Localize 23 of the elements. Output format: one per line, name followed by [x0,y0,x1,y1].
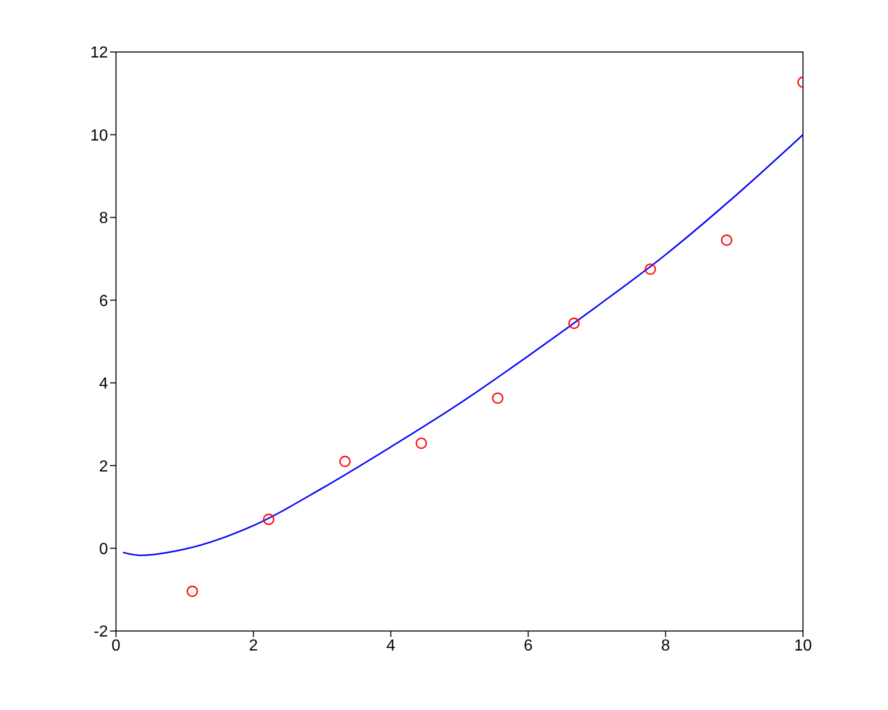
x-tick-label: 10 [794,637,812,654]
point [568,318,580,329]
point [644,263,656,275]
x-tick-label: 8 [661,637,670,654]
point [721,234,732,246]
y-tick-label: 10 [90,127,108,144]
y-tick-label: 0 [99,540,108,558]
x-tick-label: 4 [386,637,396,654]
y-tick-label: 4 [99,376,108,393]
x-tick-label: 2 [248,637,258,654]
line-series [122,134,803,556]
y-tick-label: -2 [94,624,108,641]
point [492,392,504,404]
point [263,514,274,525]
y-tick-label: 8 [99,210,108,228]
x-tick-label: 6 [524,637,533,654]
point [416,438,427,449]
y-tick-label: 6 [99,292,108,310]
point [186,586,198,597]
x-tick-label: 0 [112,637,121,654]
y-tick-label: 2 [99,458,108,476]
y-tick-label: 12 [90,44,108,62]
point [339,456,351,468]
